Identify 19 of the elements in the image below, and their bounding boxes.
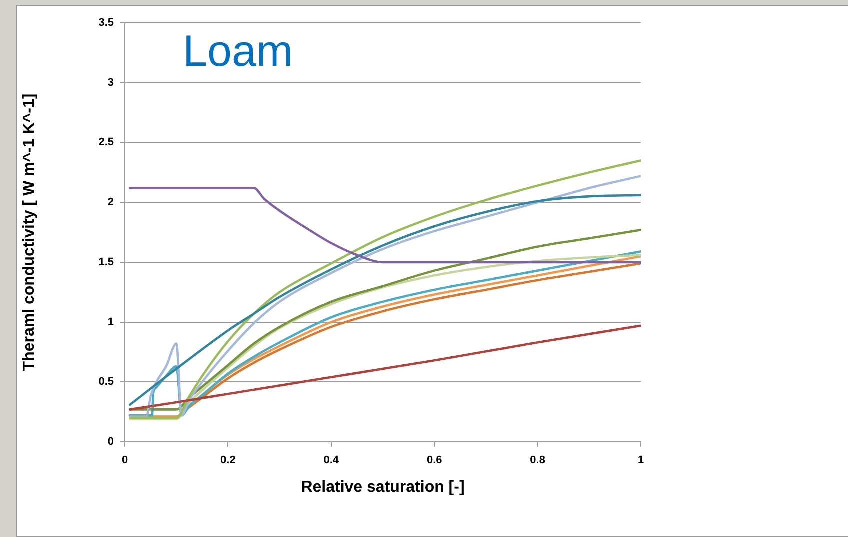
y-tick-label: 1.5 [98, 256, 114, 268]
line-series [129, 187, 641, 264]
y-tick-label: 3.5 [98, 17, 114, 30]
x-axis-title: Relative saturation [-] [301, 478, 465, 496]
x-tick-label: 0.6 [426, 454, 442, 467]
x-tick-label: 0 [122, 454, 128, 467]
x-tick-label: 0.8 [530, 454, 546, 467]
line-series [129, 324, 641, 411]
y-tick-label: 0.5 [98, 376, 114, 388]
chart-title: Loam [183, 27, 294, 76]
x-tick-label: 1 [638, 454, 644, 467]
y-tick-label: 2 [108, 196, 114, 209]
y-tick-label: 0 [108, 436, 114, 448]
y-axis-title: Theraml conductivity [ W m^-1 K^-1] [21, 94, 38, 372]
y-tick-label: 2.5 [98, 136, 114, 149]
y-tick-label: 1 [108, 316, 114, 328]
x-tick-label: 0.4 [324, 454, 340, 467]
y-tick-label: 3 [108, 76, 114, 89]
x-tick-label: 0.2 [220, 454, 236, 467]
